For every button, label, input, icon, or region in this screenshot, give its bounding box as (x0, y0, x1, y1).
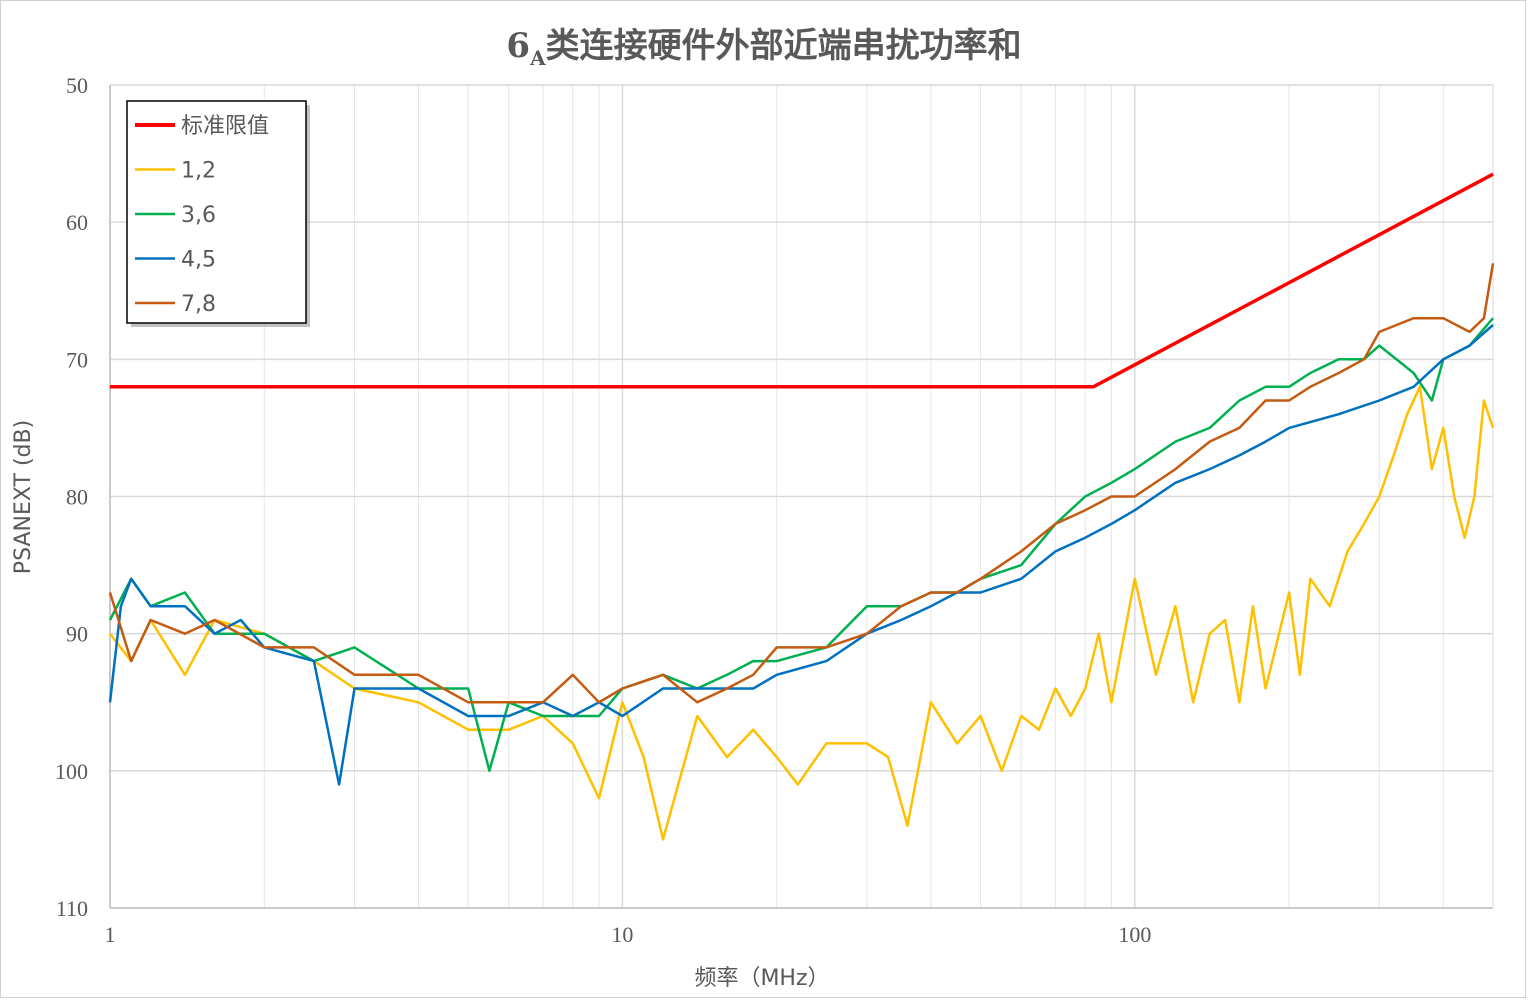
chart-title: 6A类连接硬件外部近端串扰功率和 (506, 26, 1022, 70)
legend-label: 1,2 (181, 159, 216, 184)
x-tick-label: 10 (611, 922, 633, 947)
series-line-3-6 (108, 317, 1494, 773)
limit-line (110, 172, 1494, 389)
y-tick-label: 50 (66, 73, 88, 98)
legend-label: 标准限值 (181, 114, 269, 139)
series-layer (108, 172, 1495, 841)
major-gridlines (109, 84, 1493, 909)
legend-box (126, 100, 307, 324)
x-tick-label: 100 (1118, 922, 1151, 947)
axes (109, 85, 1494, 909)
y-tick-label: 60 (66, 210, 88, 235)
legend-label: 7,8 (181, 292, 216, 317)
legend-label: 3,6 (181, 203, 216, 228)
y-tick-label: 90 (66, 622, 88, 647)
y-tick-label: 100 (55, 759, 88, 784)
x-axis-title: 频率（MHz） (694, 966, 829, 991)
series-line-1-2 (109, 385, 1495, 841)
series-line-4-5 (108, 324, 1494, 786)
series-line-7-8 (108, 263, 1495, 704)
y-axis-title: PSANEXT (dB) (11, 420, 36, 574)
x-tick-label: 1 (105, 922, 116, 947)
y-tick-label: 70 (66, 347, 88, 372)
legend: 标准限值 1,2 3,6 4,5 7,8 (126, 100, 310, 327)
y-tick-label: 110 (56, 896, 88, 921)
legend-label: 4,5 (181, 248, 216, 273)
y-tick-label: 80 (66, 485, 88, 510)
